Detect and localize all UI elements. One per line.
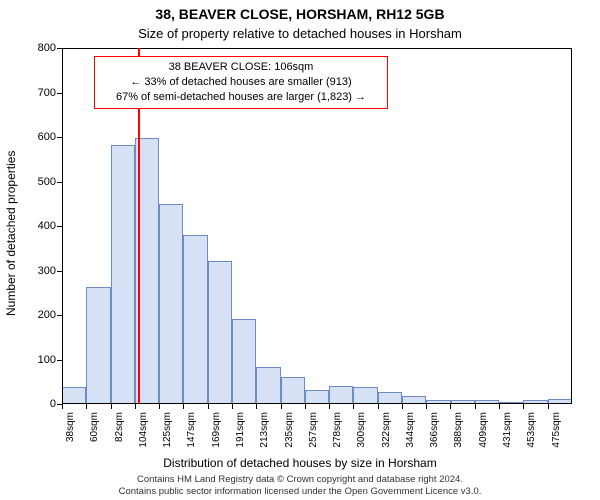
x-tick-label: 104sqm xyxy=(138,412,149,462)
x-tick-label: 344sqm xyxy=(405,412,416,462)
y-tick-label: 0 xyxy=(22,398,56,410)
x-tick-label: 82sqm xyxy=(114,412,125,462)
x-tick-label: 322sqm xyxy=(381,412,392,462)
y-tick-mark xyxy=(57,182,62,183)
x-tick-label: 147sqm xyxy=(186,412,197,462)
y-tick-label: 800 xyxy=(22,42,56,54)
x-tick-mark xyxy=(256,404,257,409)
histogram-bar xyxy=(426,400,450,404)
x-tick-mark xyxy=(353,404,354,409)
y-tick-label: 200 xyxy=(22,309,56,321)
x-tick-label: 366sqm xyxy=(429,412,440,462)
x-tick-label: 169sqm xyxy=(211,412,222,462)
histogram-bar xyxy=(353,387,377,404)
x-tick-mark xyxy=(159,404,160,409)
x-tick-mark xyxy=(62,404,63,409)
x-tick-mark xyxy=(135,404,136,409)
annotation-line-3: 67% of semi-detached houses are larger (… xyxy=(101,90,381,105)
histogram-bar xyxy=(183,235,207,404)
y-tick-mark xyxy=(57,315,62,316)
x-tick-mark xyxy=(523,404,524,409)
x-tick-mark xyxy=(281,404,282,409)
histogram-bar xyxy=(523,400,547,404)
x-tick-mark xyxy=(548,404,549,409)
x-tick-label: 235sqm xyxy=(284,412,295,462)
x-tick-mark xyxy=(475,404,476,409)
x-tick-label: 300sqm xyxy=(356,412,367,462)
chart-container: { "titles": { "address": "38, BEAVER CLO… xyxy=(0,0,600,500)
y-tick-label: 500 xyxy=(22,176,56,188)
y-tick-mark xyxy=(57,271,62,272)
histogram-bar xyxy=(281,377,305,404)
y-tick-label: 400 xyxy=(22,220,56,232)
x-tick-mark xyxy=(426,404,427,409)
histogram-bar xyxy=(305,390,329,404)
x-tick-label: 431sqm xyxy=(502,412,513,462)
histogram-bar xyxy=(499,402,523,404)
y-tick-mark xyxy=(57,226,62,227)
y-tick-label: 600 xyxy=(22,131,56,143)
x-tick-label: 213sqm xyxy=(259,412,270,462)
histogram-bar xyxy=(475,400,499,404)
x-tick-label: 38sqm xyxy=(65,412,76,462)
histogram-bar xyxy=(232,319,256,404)
x-tick-label: 191sqm xyxy=(235,412,246,462)
histogram-bar xyxy=(86,287,110,404)
histogram-bar xyxy=(256,367,280,404)
x-tick-mark xyxy=(378,404,379,409)
y-tick-label: 300 xyxy=(22,265,56,277)
x-tick-mark xyxy=(232,404,233,409)
chart-title-address: 38, BEAVER CLOSE, HORSHAM, RH12 5GB xyxy=(0,6,600,22)
y-tick-label: 100 xyxy=(22,354,56,366)
x-tick-label: 388sqm xyxy=(453,412,464,462)
histogram-bar xyxy=(208,261,232,404)
x-tick-mark xyxy=(329,404,330,409)
x-tick-label: 453sqm xyxy=(526,412,537,462)
x-tick-mark xyxy=(499,404,500,409)
annotation-box: 38 BEAVER CLOSE: 106sqm← 33% of detached… xyxy=(94,56,388,109)
histogram-bar xyxy=(451,400,475,404)
y-axis-label: Number of detached properties xyxy=(4,151,18,316)
x-tick-label: 60sqm xyxy=(89,412,100,462)
x-tick-label: 257sqm xyxy=(308,412,319,462)
histogram-bar xyxy=(329,386,353,404)
credits-line-2: Contains public sector information licen… xyxy=(0,486,600,498)
x-tick-label: 125sqm xyxy=(162,412,173,462)
annotation-line-1: 38 BEAVER CLOSE: 106sqm xyxy=(101,60,381,75)
histogram-bar xyxy=(402,396,426,404)
x-tick-mark xyxy=(86,404,87,409)
y-tick-mark xyxy=(57,360,62,361)
x-tick-label: 475sqm xyxy=(551,412,562,462)
x-tick-mark xyxy=(402,404,403,409)
y-tick-mark xyxy=(57,48,62,49)
histogram-bar xyxy=(548,399,572,404)
x-tick-label: 409sqm xyxy=(478,412,489,462)
y-tick-mark xyxy=(57,137,62,138)
y-tick-mark xyxy=(57,93,62,94)
histogram-bar xyxy=(159,204,183,404)
x-tick-mark xyxy=(450,404,451,409)
x-tick-mark xyxy=(208,404,209,409)
x-tick-mark xyxy=(183,404,184,409)
chart-subtitle: Size of property relative to detached ho… xyxy=(0,26,600,41)
histogram-bar xyxy=(378,392,402,404)
annotation-line-2: ← 33% of detached houses are smaller (91… xyxy=(101,75,381,90)
x-tick-label: 278sqm xyxy=(332,412,343,462)
y-tick-label: 700 xyxy=(22,87,56,99)
histogram-bar xyxy=(111,145,135,404)
x-tick-mark xyxy=(111,404,112,409)
histogram-bar xyxy=(62,387,86,404)
x-tick-mark xyxy=(305,404,306,409)
credits: Contains HM Land Registry data © Crown c… xyxy=(0,474,600,498)
credits-line-1: Contains HM Land Registry data © Crown c… xyxy=(0,474,600,486)
